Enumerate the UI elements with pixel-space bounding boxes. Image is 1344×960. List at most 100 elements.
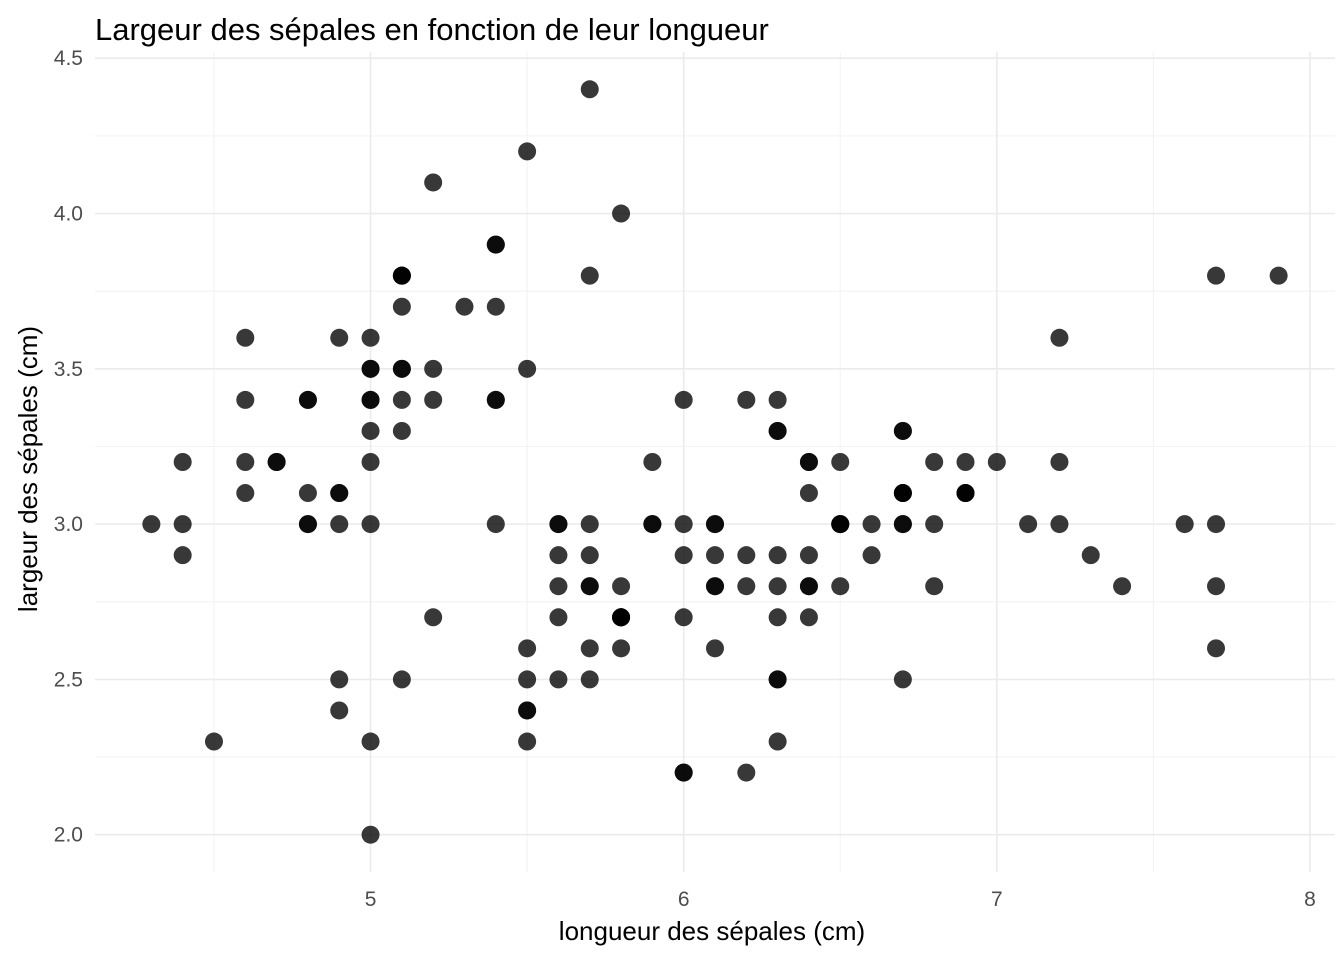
scatter-point (674, 390, 693, 409)
scatter-point (236, 453, 255, 471)
scatter-point (518, 639, 537, 658)
scatter-point (1207, 639, 1226, 658)
scatter-point (518, 359, 537, 378)
scatter-point (298, 484, 317, 503)
scatter-point (799, 608, 818, 627)
scatter-point (518, 142, 537, 161)
scatter-point (956, 484, 975, 503)
y-axis-ticks: 2.0 2.5 3.0 3.5 4.0 4.5 (54, 47, 83, 847)
scatter-point (643, 515, 662, 534)
scatter-point (298, 515, 317, 534)
scatter-point (330, 670, 349, 689)
scatter-point (737, 577, 756, 596)
scatter-point (706, 515, 724, 534)
scatter-point (549, 546, 568, 565)
scatter-point (361, 515, 380, 534)
scatter-point (361, 390, 380, 409)
scatter-point (549, 608, 568, 627)
y-tick-label: 3.5 (54, 358, 83, 381)
scatter-point (862, 515, 881, 534)
scatter-point (1207, 515, 1226, 534)
scatter-point (1175, 515, 1194, 534)
scatter-point (392, 297, 411, 316)
scatter-point (737, 763, 756, 782)
scatter-point (768, 670, 787, 689)
scatter-point (956, 453, 975, 471)
scatter-point (486, 515, 505, 534)
scatter-point (580, 639, 599, 658)
y-tick-label: 4.0 (54, 203, 83, 226)
scatter-point (987, 453, 1006, 471)
y-tick-label: 4.5 (54, 47, 83, 70)
scatter-point (893, 484, 912, 503)
scatter-point (549, 577, 568, 596)
scatter-point (580, 577, 599, 596)
scatter-point (799, 453, 818, 471)
scatter-point (768, 421, 787, 440)
scatter-point (330, 484, 349, 503)
scatter-point (267, 453, 286, 471)
scatter-point (862, 546, 881, 565)
x-tick-label: 7 (991, 888, 1003, 911)
scatter-point (831, 577, 850, 596)
scatter-point (518, 732, 537, 751)
x-tick-label: 6 (678, 888, 690, 911)
scatter-point (236, 390, 255, 409)
scatter-point (674, 515, 693, 534)
y-tick-label: 2.5 (54, 668, 83, 691)
scatter-point (674, 608, 693, 627)
scatter-point (799, 546, 818, 565)
scatter-point (1081, 546, 1100, 565)
scatter-point (580, 266, 599, 285)
scatter-point (1050, 328, 1069, 347)
scatter-point (330, 515, 349, 534)
scatter-point (831, 515, 850, 534)
scatter-point (768, 732, 787, 751)
scatter-point (424, 608, 443, 627)
major-gridlines (95, 52, 1335, 872)
scatter-point (424, 359, 443, 378)
scatter-point (925, 577, 944, 596)
scatter-point (361, 359, 380, 378)
scatter-point (518, 701, 537, 720)
scatter-point (361, 421, 380, 440)
scatter-point (1050, 453, 1069, 471)
y-tick-label: 3.0 (54, 513, 83, 536)
scatter-point (330, 328, 349, 347)
scatter-point (173, 515, 192, 534)
scatter-point (706, 546, 724, 565)
scatter-point (706, 639, 724, 658)
scatter-point (236, 328, 255, 347)
scatter-point (768, 546, 787, 565)
chart-title: Largeur des sépales en fonction de leur … (95, 12, 769, 47)
scatter-point (674, 763, 693, 782)
scatter-point (831, 453, 850, 471)
scatter-point (768, 577, 787, 596)
scatter-point (612, 204, 631, 223)
scatter-point (893, 670, 912, 689)
scatter-point (1019, 515, 1038, 534)
scatter-point (236, 484, 255, 503)
scatter-point (737, 390, 756, 409)
scatter-point (612, 608, 631, 627)
scatter-point (549, 515, 568, 534)
scatter-point (424, 390, 443, 409)
scatter-point (612, 577, 631, 596)
scatter-point (768, 608, 787, 627)
scatter-point (204, 732, 223, 751)
scatter-point (424, 173, 443, 192)
x-axis-title: longueur des sépales (cm) (559, 916, 865, 946)
scatter-point (361, 732, 380, 751)
scatter-point (142, 515, 161, 534)
scatter-point (361, 825, 380, 844)
scatter-point (768, 390, 787, 409)
scatter-point (1269, 266, 1288, 285)
scatter-point (893, 515, 912, 534)
scatter-point (1207, 577, 1226, 596)
scatter-point (706, 577, 724, 596)
scatter-point (518, 670, 537, 689)
scatter-point (298, 390, 317, 409)
scatter-point (1207, 266, 1226, 285)
scatter-point (173, 453, 192, 471)
